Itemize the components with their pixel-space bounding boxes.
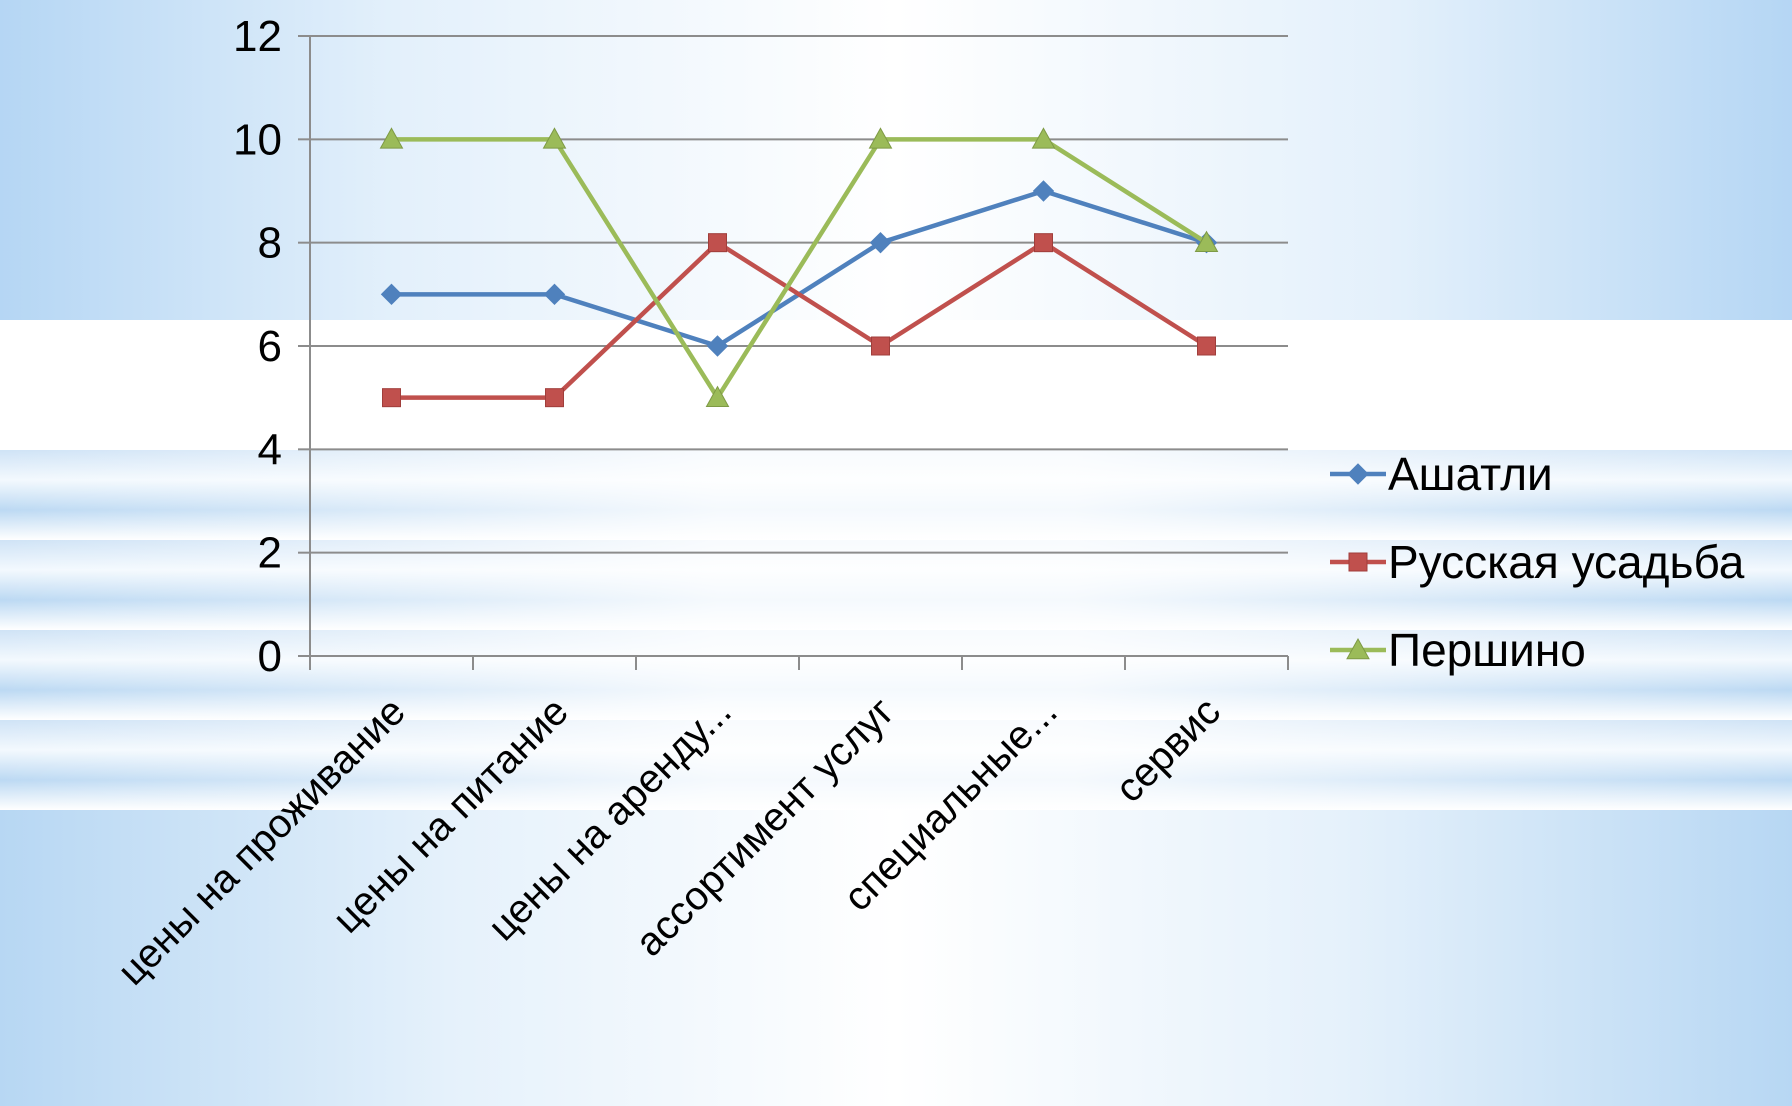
data-point-diamond bbox=[543, 283, 566, 306]
series-line bbox=[391, 240, 1208, 400]
legend-item: Русская усадьба bbox=[1330, 536, 1745, 588]
data-point-triangle bbox=[705, 385, 730, 407]
data-point-square bbox=[382, 388, 401, 408]
legend: Ашатли Русская усадьба Першино bbox=[1330, 448, 1745, 676]
background-band-top bbox=[0, 0, 1792, 320]
data-point-square bbox=[708, 233, 727, 253]
background-band-middle bbox=[0, 320, 1792, 450]
y-tick-label: 10 bbox=[233, 115, 282, 164]
series-2 bbox=[382, 233, 1216, 408]
axes bbox=[298, 35, 1289, 670]
data-point-triangle bbox=[542, 127, 567, 149]
data-point-diamond bbox=[706, 335, 729, 357]
data-point-square bbox=[1348, 552, 1368, 572]
legend-label: Ашатли bbox=[1388, 448, 1553, 500]
x-tick-label: сервис bbox=[1107, 689, 1229, 811]
data-point-triangle bbox=[1031, 127, 1056, 149]
y-tick-label: 12 bbox=[233, 12, 282, 61]
data-point-square bbox=[545, 388, 564, 408]
background-stripes bbox=[0, 450, 1792, 810]
legend-item: Ашатли bbox=[1330, 448, 1553, 500]
legend-label: Русская усадьба bbox=[1388, 536, 1745, 588]
data-point-diamond bbox=[380, 283, 403, 306]
data-point-diamond bbox=[1032, 180, 1055, 202]
y-tick-label: 2 bbox=[258, 529, 282, 578]
series-3 bbox=[379, 127, 1219, 407]
data-point-diamond bbox=[1347, 463, 1369, 485]
y-tick-label: 8 bbox=[258, 219, 282, 268]
legend-label: Першино bbox=[1388, 624, 1586, 676]
data-point-square bbox=[1197, 336, 1216, 356]
series-line bbox=[391, 137, 1208, 400]
series-lines bbox=[379, 127, 1219, 408]
data-point-square bbox=[1034, 233, 1053, 253]
x-tick-label: цены на проживание bbox=[109, 689, 414, 994]
background-band-bottom bbox=[0, 810, 1792, 1106]
y-axis-ticks: 0 2 4 6 8 10 12 bbox=[233, 12, 282, 681]
y-tick-label: 6 bbox=[258, 322, 282, 371]
data-point-triangle bbox=[1346, 637, 1370, 660]
data-point-triangle bbox=[1194, 230, 1219, 252]
legend-item: Першино bbox=[1330, 624, 1586, 676]
data-point-diamond bbox=[869, 231, 892, 254]
y-tick-label: 4 bbox=[258, 425, 282, 474]
y-tick-label: 0 bbox=[258, 632, 282, 681]
data-point-triangle bbox=[868, 127, 893, 149]
data-point-triangle bbox=[379, 127, 404, 149]
data-point-square bbox=[871, 336, 890, 356]
